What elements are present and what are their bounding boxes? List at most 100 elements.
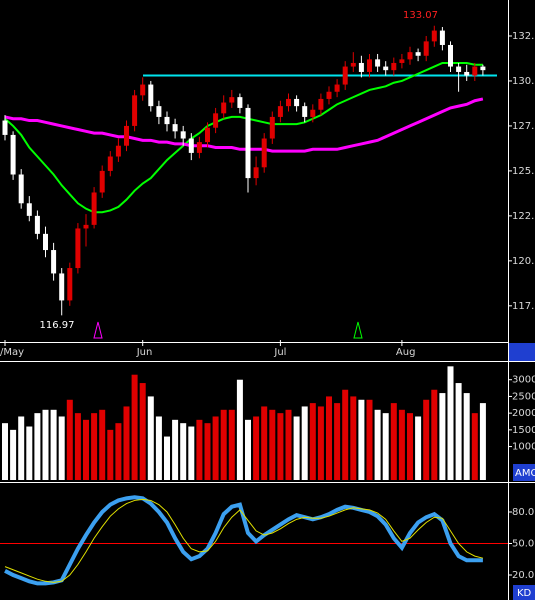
candle-body bbox=[399, 59, 405, 63]
volume-bar bbox=[447, 366, 454, 480]
volume-bar bbox=[147, 396, 154, 480]
candle-body bbox=[2, 120, 8, 135]
candle-body bbox=[75, 228, 81, 269]
panel-label: AMO bbox=[515, 468, 535, 479]
candle-body bbox=[439, 30, 445, 45]
candle-body bbox=[196, 142, 202, 153]
candle-body bbox=[213, 113, 219, 128]
volume-bar bbox=[455, 383, 462, 480]
volume-bar bbox=[431, 389, 438, 480]
volume-bar bbox=[463, 393, 470, 480]
candle-body bbox=[188, 138, 194, 153]
candle-body bbox=[59, 273, 65, 301]
volume-bar bbox=[139, 383, 146, 480]
volume-bar bbox=[26, 426, 33, 480]
candle-body bbox=[294, 98, 300, 107]
volume-bar bbox=[261, 406, 268, 480]
volume-bar bbox=[115, 423, 122, 480]
candle-body bbox=[342, 66, 348, 85]
y-tick-label: 80.0 bbox=[512, 507, 534, 518]
indicator-line bbox=[4, 97, 484, 153]
y-tick-label: 1500 bbox=[512, 425, 535, 436]
candle-body bbox=[472, 66, 478, 76]
volume-bar bbox=[285, 409, 292, 480]
volume-bar bbox=[277, 413, 284, 480]
candle-body bbox=[456, 66, 462, 72]
volume-bar bbox=[2, 423, 8, 480]
x-tick-label: Aug bbox=[396, 347, 416, 358]
candle-body bbox=[34, 215, 40, 234]
y-tick-label: 3000 bbox=[512, 375, 535, 386]
panel-label: KD bbox=[517, 588, 532, 599]
volume-bar bbox=[131, 374, 138, 480]
candle-body bbox=[148, 84, 154, 107]
candle-body bbox=[261, 138, 267, 168]
x-tick-label: /May bbox=[0, 347, 24, 358]
signal-marker bbox=[353, 321, 363, 339]
candle-body bbox=[310, 109, 316, 117]
volume-bar bbox=[10, 429, 17, 480]
y-tick-label: 120. bbox=[512, 256, 534, 267]
volume-bar bbox=[317, 406, 324, 480]
y-tick-label: 20.0 bbox=[512, 570, 534, 581]
y-tick-label: 1000 bbox=[512, 442, 535, 453]
volume-bar bbox=[334, 403, 341, 480]
candle-body bbox=[326, 91, 332, 99]
volume-bar bbox=[188, 426, 195, 480]
volume-bar bbox=[220, 409, 227, 480]
volume-bar bbox=[123, 406, 130, 480]
volume-bar bbox=[374, 409, 381, 480]
volume-bar bbox=[180, 423, 187, 480]
volume-bar bbox=[91, 413, 98, 480]
candle-body bbox=[423, 41, 429, 56]
y-tick-label: 50.0 bbox=[512, 538, 534, 549]
candle-body bbox=[375, 59, 381, 67]
candle-body bbox=[480, 66, 486, 71]
indicator-line bbox=[4, 495, 483, 586]
volume-bar bbox=[439, 393, 446, 480]
candle-body bbox=[124, 125, 129, 146]
volume-bar bbox=[204, 423, 211, 480]
candle-body bbox=[18, 174, 24, 204]
low-annotation: 116.97 bbox=[40, 320, 75, 331]
candle-body bbox=[237, 97, 243, 108]
x-tick-label: Jul bbox=[273, 347, 286, 358]
volume-bar bbox=[358, 399, 365, 480]
volume-bar bbox=[366, 399, 373, 480]
label-box bbox=[513, 585, 535, 600]
label-box bbox=[513, 464, 535, 481]
candle-body bbox=[99, 170, 105, 193]
volume-bar bbox=[398, 409, 405, 480]
volume-bar bbox=[293, 416, 300, 480]
candle-body bbox=[407, 52, 413, 60]
candle-body bbox=[140, 84, 146, 96]
x-tick-label: Jun bbox=[136, 347, 153, 358]
volume-bar bbox=[74, 413, 81, 480]
volume-bar bbox=[42, 409, 49, 480]
candle-body bbox=[43, 233, 48, 251]
candle-body bbox=[205, 127, 210, 143]
y-tick-label: 122. bbox=[512, 211, 534, 222]
candle-body bbox=[302, 106, 308, 117]
candle-body bbox=[10, 134, 16, 175]
y-tick-label: 132. bbox=[512, 31, 534, 42]
candle-body bbox=[415, 52, 421, 56]
candle-body bbox=[51, 250, 57, 274]
candle-body bbox=[156, 106, 162, 117]
volume-bar bbox=[309, 403, 316, 480]
candle-body bbox=[391, 62, 397, 71]
indicator-line bbox=[4, 498, 484, 583]
candle-body bbox=[334, 84, 340, 92]
candle-body bbox=[26, 203, 32, 216]
volume-bar bbox=[390, 403, 397, 480]
candle-body bbox=[431, 30, 437, 42]
volume-bar bbox=[83, 419, 89, 480]
volume-bar bbox=[423, 399, 430, 480]
candle-body bbox=[464, 71, 470, 76]
y-tick-label: 125. bbox=[512, 166, 534, 177]
volume-bar bbox=[99, 409, 106, 480]
corner-box bbox=[509, 343, 535, 361]
candle-body bbox=[221, 102, 227, 114]
volume-bar bbox=[407, 413, 413, 480]
